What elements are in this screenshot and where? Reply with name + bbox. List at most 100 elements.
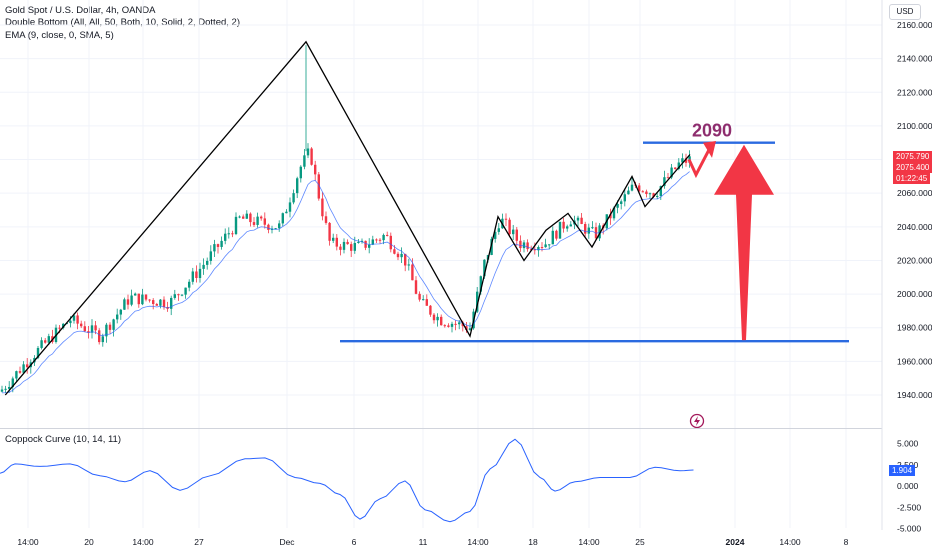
candle-body	[476, 291, 479, 312]
small-arrow-head	[703, 141, 716, 158]
candle-body	[4, 388, 7, 390]
candle-body	[105, 324, 108, 337]
candle-body	[98, 330, 101, 343]
candle-body	[353, 243, 356, 251]
candle-body	[684, 158, 688, 163]
price-tick: 2060.000	[897, 188, 932, 198]
price-axis: 2160.0002140.0002120.0002100.0002080.000…	[897, 20, 932, 400]
candle-body	[663, 177, 666, 187]
candle-body	[260, 216, 263, 219]
candle-body	[267, 224, 270, 230]
price-tick: 1980.000	[897, 323, 932, 333]
candle-body	[126, 299, 130, 305]
candle-body	[188, 281, 191, 288]
candle-body	[555, 230, 558, 239]
symbol-title[interactable]: Gold Spot / U.S. Dollar, 4h, OANDA	[5, 5, 156, 16]
target-label: 2090	[692, 121, 732, 141]
candle-body	[393, 249, 396, 254]
candle-body	[40, 340, 43, 348]
candle-body	[368, 244, 371, 248]
candle-body	[227, 233, 230, 235]
candle-body	[425, 299, 428, 306]
candle-body	[490, 238, 493, 255]
coppock-legend[interactable]: Coppock Curve (10, 14, 11)	[5, 434, 121, 445]
time-axis: 14:00 20 14:00 27 Dec 6 11 14:00 18 14:00 25 2024 14…	[17, 537, 848, 547]
candle-body	[119, 309, 122, 315]
candle-body	[137, 293, 140, 305]
price-tick: 1940.000	[897, 390, 932, 400]
candle-body	[371, 239, 374, 245]
candle-body	[281, 213, 284, 224]
price-tick: 2140.000	[897, 54, 932, 64]
candle-body	[8, 386, 11, 389]
price-tick: 1960.000	[897, 356, 932, 366]
candle-body	[515, 229, 518, 241]
candle-body	[623, 194, 626, 202]
time-tick: 14:00	[132, 537, 154, 547]
ema-indicator-label[interactable]: EMA (9, close, 0, SMA, 5)	[5, 29, 114, 41]
candle-body	[580, 217, 583, 224]
candle-body	[342, 241, 346, 250]
small-arrow-line	[687, 147, 712, 179]
candle-body	[112, 319, 115, 330]
candle-body	[263, 218, 266, 225]
candle-body	[321, 198, 324, 217]
candle-body	[418, 293, 421, 300]
coppock-tick: 5.000	[897, 439, 919, 449]
candle-body	[404, 253, 407, 266]
price-tick: 2020.000	[897, 255, 932, 265]
candle-body	[681, 158, 684, 163]
candle-body	[62, 323, 65, 328]
candle-body	[209, 251, 212, 261]
candle-body	[540, 247, 544, 249]
candle-body	[569, 224, 572, 227]
coppock-tick: 0.000	[897, 481, 919, 491]
candle-body	[450, 323, 454, 327]
candle-body	[616, 203, 619, 208]
coppock-curve-line	[0, 438, 694, 523]
candle-body	[645, 191, 648, 195]
candle-body	[202, 264, 205, 269]
candle-body	[130, 295, 133, 305]
time-tick: 18	[528, 537, 538, 547]
candle-body	[652, 193, 655, 197]
candle-body	[108, 324, 112, 330]
candle-body	[72, 315, 76, 321]
coppock-tick: -2.500	[897, 502, 921, 512]
candle-body	[465, 326, 468, 331]
candle-body	[548, 244, 551, 246]
candle-body	[162, 299, 166, 308]
candle-body	[22, 364, 25, 373]
candle-body	[180, 294, 184, 296]
replay-icon[interactable]	[689, 413, 705, 429]
candle-body	[436, 316, 439, 321]
candle-body	[677, 162, 680, 169]
current-price-badge: 2075.790	[893, 151, 932, 162]
candle-body	[638, 185, 641, 192]
pattern-indicator-label[interactable]: Double Bottom (All, All, 50, Both, 10, S…	[5, 17, 240, 29]
candles-layer	[0, 45, 691, 393]
candle-body	[314, 164, 317, 175]
candle-body	[512, 229, 515, 235]
candle-body	[324, 216, 328, 223]
candle-body	[422, 299, 425, 301]
candle-body	[292, 193, 295, 203]
currency-button[interactable]: USD	[889, 4, 921, 20]
candle-body	[533, 249, 536, 251]
candle-body	[213, 244, 216, 252]
candle-body	[310, 148, 313, 165]
candle-body	[83, 326, 86, 332]
candle-body	[591, 227, 594, 229]
candle-body	[551, 230, 554, 245]
candle-body	[458, 322, 461, 325]
candle-body	[447, 325, 450, 327]
candle-body	[508, 219, 511, 235]
candle-body	[674, 167, 677, 169]
candle-body	[339, 246, 342, 250]
candle-body	[148, 299, 151, 301]
target-arrow	[714, 144, 774, 341]
price-tick: 2120.000	[897, 87, 932, 97]
candle-body	[375, 239, 378, 241]
